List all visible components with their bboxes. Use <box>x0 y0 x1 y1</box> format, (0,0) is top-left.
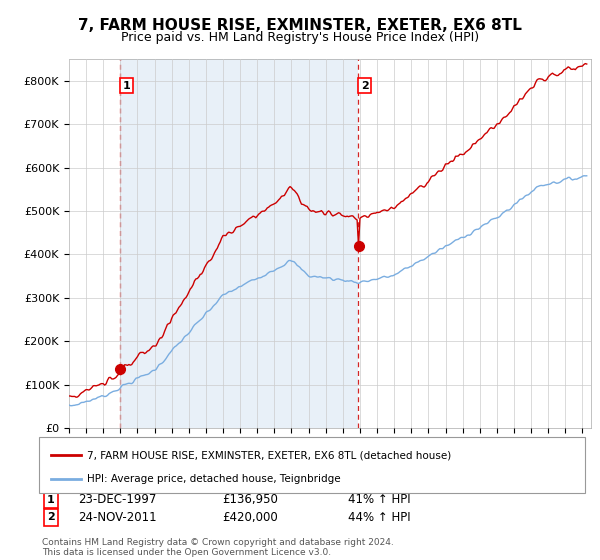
Text: 7, FARM HOUSE RISE, EXMINSTER, EXETER, EX6 8TL (detached house): 7, FARM HOUSE RISE, EXMINSTER, EXETER, E… <box>87 450 451 460</box>
Text: 23-DEC-1997: 23-DEC-1997 <box>78 493 157 506</box>
Text: 2: 2 <box>361 81 368 91</box>
Text: 1: 1 <box>122 81 130 91</box>
Text: Price paid vs. HM Land Registry's House Price Index (HPI): Price paid vs. HM Land Registry's House … <box>121 31 479 44</box>
Text: 24-NOV-2011: 24-NOV-2011 <box>78 511 157 524</box>
Text: £136,950: £136,950 <box>222 493 278 506</box>
Text: 41% ↑ HPI: 41% ↑ HPI <box>348 493 410 506</box>
Bar <box>120 59 358 428</box>
Text: £420,000: £420,000 <box>222 511 278 524</box>
Text: 2: 2 <box>47 512 55 522</box>
Text: 1: 1 <box>47 494 55 505</box>
Text: 44% ↑ HPI: 44% ↑ HPI <box>348 511 410 524</box>
Text: 7, FARM HOUSE RISE, EXMINSTER, EXETER, EX6 8TL: 7, FARM HOUSE RISE, EXMINSTER, EXETER, E… <box>78 18 522 33</box>
Text: Contains HM Land Registry data © Crown copyright and database right 2024.
This d: Contains HM Land Registry data © Crown c… <box>42 538 394 557</box>
Text: HPI: Average price, detached house, Teignbridge: HPI: Average price, detached house, Teig… <box>87 474 341 484</box>
